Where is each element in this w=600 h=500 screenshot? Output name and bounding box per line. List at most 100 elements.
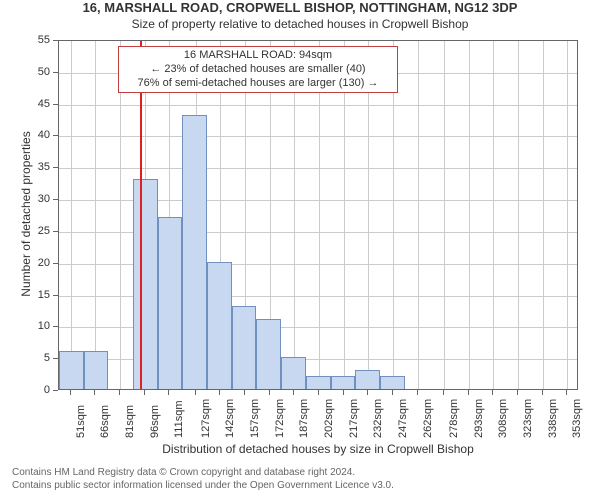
x-tick-label: 202sqm	[323, 398, 335, 438]
histogram-bar	[331, 376, 356, 389]
x-tick-label: 262sqm	[422, 398, 434, 438]
x-tick-label: 308sqm	[497, 398, 509, 438]
y-tick	[53, 358, 58, 359]
histogram-bar	[380, 376, 405, 389]
gridline-v	[493, 41, 494, 389]
x-tick	[517, 390, 518, 395]
y-tick	[53, 390, 58, 391]
x-tick	[367, 390, 368, 395]
gridline-v	[543, 41, 544, 389]
gridline-h	[59, 136, 577, 137]
x-tick	[343, 390, 344, 395]
histogram-bar	[158, 217, 183, 389]
y-tick-label: 25	[28, 225, 50, 237]
x-tick-label: 353sqm	[571, 398, 583, 438]
reference-annotation: 16 MARSHALL ROAD: 94sqm ← 23% of detache…	[118, 46, 398, 93]
histogram-bar	[232, 306, 257, 389]
y-tick	[53, 72, 58, 73]
footer-attribution: Contains HM Land Registry data © Crown c…	[12, 466, 394, 492]
x-tick-label: 187sqm	[298, 398, 310, 438]
y-tick	[53, 295, 58, 296]
x-tick-label: 293sqm	[473, 398, 485, 438]
x-tick-label: 232sqm	[372, 398, 384, 438]
gridline-h	[59, 105, 577, 106]
x-tick-label: 338sqm	[547, 398, 559, 438]
y-tick-label: 30	[28, 193, 50, 205]
x-tick-label: 217sqm	[348, 398, 360, 438]
gridline-v	[444, 41, 445, 389]
y-tick-label: 45	[28, 98, 50, 110]
y-tick-label: 40	[28, 129, 50, 141]
y-tick-label: 5	[28, 352, 50, 364]
x-tick-label: 323sqm	[522, 398, 534, 438]
x-tick	[219, 390, 220, 395]
x-tick-label: 111sqm	[173, 398, 185, 438]
gridline-v	[95, 41, 96, 389]
x-tick	[70, 390, 71, 395]
histogram-bar	[133, 179, 158, 389]
footer-line-1: Contains HM Land Registry data © Crown c…	[12, 466, 394, 479]
histogram-bar	[355, 370, 380, 389]
histogram-bar	[182, 115, 207, 389]
annotation-line-1: 16 MARSHALL ROAD: 94sqm	[123, 49, 393, 63]
x-tick	[269, 390, 270, 395]
x-tick-label: 142sqm	[224, 398, 236, 438]
annotation-line-3: 76% of semi-detached houses are larger (…	[123, 77, 393, 91]
histogram-bar	[256, 319, 281, 389]
gridline-h	[59, 168, 577, 169]
y-tick-label: 35	[28, 161, 50, 173]
x-tick-label: 157sqm	[249, 398, 261, 438]
x-tick-label: 247sqm	[397, 398, 409, 438]
x-tick-label: 51sqm	[75, 398, 87, 438]
histogram-bar	[59, 351, 84, 389]
x-tick-label: 127sqm	[200, 398, 212, 438]
x-tick	[318, 390, 319, 395]
y-tick	[53, 231, 58, 232]
gridline-v	[469, 41, 470, 389]
x-tick	[492, 390, 493, 395]
x-tick	[168, 390, 169, 395]
y-axis-label: Number of detached properties	[19, 124, 33, 304]
y-tick-label: 15	[28, 289, 50, 301]
histogram-bar	[306, 376, 331, 389]
y-tick	[53, 199, 58, 200]
x-tick	[443, 390, 444, 395]
x-tick	[244, 390, 245, 395]
y-tick	[53, 263, 58, 264]
gridline-v	[71, 41, 72, 389]
x-tick-label: 81sqm	[124, 398, 136, 438]
x-tick	[119, 390, 120, 395]
x-tick-label: 66sqm	[99, 398, 111, 438]
y-tick-label: 10	[28, 320, 50, 332]
x-tick	[542, 390, 543, 395]
gridline-v	[567, 41, 568, 389]
y-tick-label: 55	[28, 34, 50, 46]
x-tick-label: 172sqm	[274, 398, 286, 438]
y-tick	[53, 104, 58, 105]
annotation-line-2: ← 23% of detached houses are smaller (40…	[123, 63, 393, 77]
gridline-v	[518, 41, 519, 389]
x-tick	[566, 390, 567, 395]
histogram-chart: Number of detached properties Distributi…	[0, 0, 600, 500]
gridline-v	[418, 41, 419, 389]
y-tick-label: 20	[28, 257, 50, 269]
histogram-bar	[207, 262, 232, 389]
y-tick-label: 0	[28, 384, 50, 396]
x-tick	[94, 390, 95, 395]
x-tick	[144, 390, 145, 395]
x-tick-label: 278sqm	[448, 398, 460, 438]
histogram-bar	[84, 351, 109, 389]
x-tick	[417, 390, 418, 395]
x-tick	[195, 390, 196, 395]
y-tick	[53, 40, 58, 41]
y-tick	[53, 135, 58, 136]
footer-line-2: Contains public sector information licen…	[12, 479, 394, 492]
x-tick	[293, 390, 294, 395]
x-tick-label: 96sqm	[149, 398, 161, 438]
y-tick-label: 50	[28, 66, 50, 78]
y-tick	[53, 326, 58, 327]
y-tick	[53, 167, 58, 168]
x-tick	[392, 390, 393, 395]
x-axis-label: Distribution of detached houses by size …	[58, 442, 578, 456]
x-tick	[468, 390, 469, 395]
